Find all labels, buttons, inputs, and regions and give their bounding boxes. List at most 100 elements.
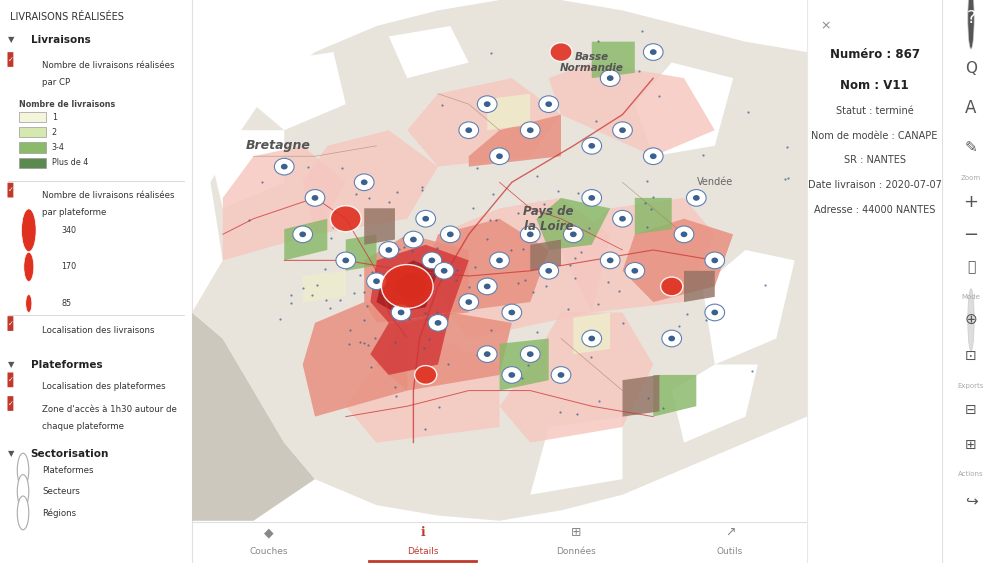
Point bbox=[525, 288, 541, 297]
Point bbox=[369, 279, 385, 288]
Text: Livraisons: Livraisons bbox=[31, 35, 90, 45]
Point bbox=[615, 318, 631, 327]
Circle shape bbox=[582, 330, 602, 347]
Circle shape bbox=[613, 122, 632, 138]
Point bbox=[404, 247, 420, 256]
Polygon shape bbox=[303, 130, 438, 234]
Text: Basse
Normandie: Basse Normandie bbox=[560, 52, 624, 73]
Point bbox=[779, 143, 795, 152]
Text: Actions: Actions bbox=[958, 471, 984, 477]
Circle shape bbox=[305, 190, 325, 206]
Polygon shape bbox=[653, 375, 696, 417]
Point bbox=[429, 308, 445, 317]
Circle shape bbox=[274, 158, 294, 175]
Text: Sectorisation: Sectorisation bbox=[31, 449, 109, 459]
Point bbox=[254, 177, 270, 186]
Point bbox=[440, 359, 456, 368]
Polygon shape bbox=[530, 417, 622, 495]
Text: Plateformes: Plateformes bbox=[31, 360, 102, 370]
Text: ⊡: ⊡ bbox=[965, 349, 977, 363]
Point bbox=[588, 191, 604, 200]
Point bbox=[420, 314, 436, 323]
Circle shape bbox=[643, 148, 663, 164]
Circle shape bbox=[607, 257, 614, 263]
Polygon shape bbox=[370, 245, 469, 323]
Text: par plateforme: par plateforme bbox=[42, 208, 107, 217]
Point bbox=[448, 275, 464, 284]
Point bbox=[396, 243, 412, 252]
Point bbox=[479, 234, 495, 243]
Point bbox=[529, 171, 545, 180]
Circle shape bbox=[367, 273, 386, 289]
Point bbox=[387, 338, 403, 347]
Circle shape bbox=[465, 127, 472, 133]
Text: Nombre de livraisons réalisées: Nombre de livraisons réalisées bbox=[42, 191, 175, 200]
Point bbox=[567, 254, 583, 263]
Text: Bretagne: Bretagne bbox=[246, 139, 311, 153]
Point bbox=[356, 338, 372, 347]
Point bbox=[300, 162, 316, 171]
Polygon shape bbox=[376, 260, 438, 312]
Point bbox=[698, 316, 714, 325]
Circle shape bbox=[336, 252, 356, 269]
Point bbox=[283, 299, 299, 308]
Circle shape bbox=[404, 231, 423, 248]
Text: ⊟: ⊟ bbox=[965, 403, 977, 417]
Circle shape bbox=[508, 372, 515, 378]
Circle shape bbox=[330, 205, 361, 232]
Text: Statut : terminé: Statut : terminé bbox=[836, 106, 913, 116]
Text: Nombre de livraisons: Nombre de livraisons bbox=[19, 100, 115, 109]
Text: Exports: Exports bbox=[958, 383, 984, 388]
Polygon shape bbox=[684, 271, 715, 302]
Circle shape bbox=[631, 268, 638, 274]
Text: Plateformes: Plateformes bbox=[42, 466, 94, 475]
Text: Données: Données bbox=[556, 547, 596, 556]
Point bbox=[346, 289, 362, 298]
Point bbox=[364, 268, 380, 277]
Point bbox=[334, 164, 350, 173]
Point bbox=[356, 316, 372, 325]
Polygon shape bbox=[389, 26, 469, 78]
Text: Détails: Détails bbox=[407, 547, 438, 556]
Point bbox=[417, 309, 433, 318]
FancyBboxPatch shape bbox=[7, 183, 13, 198]
Point bbox=[352, 270, 368, 279]
Circle shape bbox=[968, 289, 974, 351]
Circle shape bbox=[711, 257, 718, 263]
Circle shape bbox=[558, 372, 564, 378]
Circle shape bbox=[379, 242, 399, 258]
Polygon shape bbox=[192, 0, 807, 521]
Text: −: − bbox=[963, 226, 979, 244]
Circle shape bbox=[674, 226, 694, 243]
Point bbox=[639, 176, 655, 185]
Text: ✎: ✎ bbox=[965, 140, 977, 155]
Polygon shape bbox=[592, 42, 635, 78]
Circle shape bbox=[281, 164, 288, 169]
FancyBboxPatch shape bbox=[7, 373, 13, 387]
Circle shape bbox=[484, 351, 491, 357]
Point bbox=[332, 295, 348, 304]
Point bbox=[569, 410, 585, 419]
Text: ↗: ↗ bbox=[725, 526, 735, 539]
Circle shape bbox=[490, 252, 509, 269]
Circle shape bbox=[24, 252, 34, 282]
Polygon shape bbox=[499, 338, 549, 391]
Point bbox=[352, 337, 368, 346]
Point bbox=[461, 283, 477, 292]
Point bbox=[431, 403, 447, 412]
Circle shape bbox=[607, 75, 614, 81]
Polygon shape bbox=[223, 146, 346, 260]
Polygon shape bbox=[346, 338, 499, 443]
Circle shape bbox=[613, 211, 632, 227]
Circle shape bbox=[477, 346, 497, 363]
Circle shape bbox=[440, 226, 460, 243]
Text: 85: 85 bbox=[61, 299, 72, 308]
Point bbox=[408, 258, 424, 267]
Text: Vendée: Vendée bbox=[697, 177, 733, 187]
Point bbox=[318, 296, 334, 305]
Point bbox=[272, 315, 288, 324]
Circle shape bbox=[293, 226, 313, 243]
Circle shape bbox=[299, 231, 306, 237]
Text: ✓: ✓ bbox=[7, 320, 13, 327]
Circle shape bbox=[477, 96, 497, 113]
